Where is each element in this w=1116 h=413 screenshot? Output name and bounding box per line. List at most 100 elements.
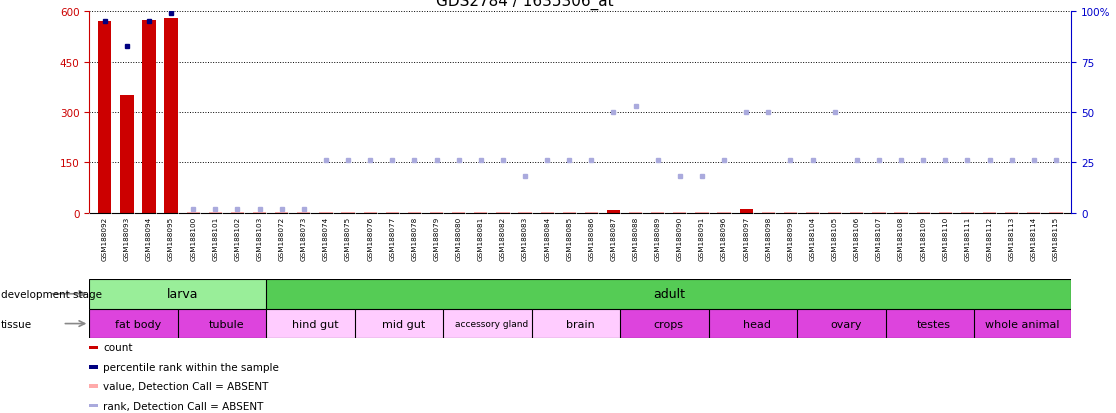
Text: GSM188078: GSM188078 [412, 216, 417, 261]
Text: brain: brain [566, 319, 595, 329]
Text: GSM188112: GSM188112 [987, 216, 992, 261]
Bar [98, 22, 112, 213]
Text: GSM188091: GSM188091 [699, 216, 705, 261]
Text: GSM188101: GSM188101 [212, 216, 219, 261]
Bar [894, 212, 907, 213]
Text: GSM188072: GSM188072 [279, 216, 285, 261]
Text: development stage: development stage [1, 289, 103, 299]
Bar [474, 212, 488, 213]
Text: tissue: tissue [1, 319, 32, 329]
Bar [673, 212, 686, 213]
Text: GDS2784 / 1635306_at: GDS2784 / 1635306_at [435, 0, 614, 10]
Text: GSM188079: GSM188079 [433, 216, 440, 261]
Text: rank, Detection Call = ABSENT: rank, Detection Call = ABSENT [104, 401, 263, 411]
Text: value, Detection Call = ABSENT: value, Detection Call = ABSENT [104, 381, 269, 391]
Bar [783, 212, 797, 213]
Bar [850, 212, 864, 213]
Text: GSM188089: GSM188089 [655, 216, 661, 261]
Bar [531, 309, 629, 339]
Bar [607, 211, 620, 213]
Text: GSM188098: GSM188098 [766, 216, 771, 261]
Text: GSM188086: GSM188086 [588, 216, 595, 261]
Text: GSM188097: GSM188097 [743, 216, 749, 261]
Text: percentile rank within the sample: percentile rank within the sample [104, 362, 279, 372]
Bar [651, 212, 664, 213]
Text: GSM188076: GSM188076 [367, 216, 373, 261]
Bar [364, 212, 377, 213]
Bar [1006, 212, 1018, 213]
Text: GSM188085: GSM188085 [566, 216, 573, 261]
Text: GSM188104: GSM188104 [809, 216, 816, 261]
Bar [121, 96, 134, 213]
Bar [939, 212, 952, 213]
Bar [209, 212, 222, 213]
Text: tubule: tubule [209, 319, 244, 329]
Text: GSM188113: GSM188113 [1009, 216, 1014, 261]
Text: accessory gland: accessory gland [455, 319, 529, 328]
Text: GSM188111: GSM188111 [964, 216, 971, 261]
Bar [231, 212, 244, 213]
Bar [89, 365, 98, 369]
Bar [1027, 212, 1040, 213]
Bar [319, 212, 333, 213]
Bar [177, 309, 275, 339]
Bar [806, 212, 819, 213]
Text: GSM188092: GSM188092 [102, 216, 108, 261]
Text: GSM188103: GSM188103 [257, 216, 262, 261]
Bar [585, 212, 598, 213]
Text: GSM188115: GSM188115 [1052, 216, 1059, 261]
Text: GSM188094: GSM188094 [146, 216, 152, 261]
Bar [89, 404, 98, 407]
Text: GSM188105: GSM188105 [831, 216, 838, 261]
Text: count: count [104, 343, 133, 353]
Bar [961, 212, 974, 213]
Bar [562, 212, 576, 213]
Bar [828, 212, 841, 213]
Text: GSM188109: GSM188109 [921, 216, 926, 261]
Text: GSM188087: GSM188087 [610, 216, 616, 261]
Bar [443, 309, 540, 339]
Text: GSM188082: GSM188082 [500, 216, 506, 261]
Bar [407, 212, 421, 213]
Text: GSM188096: GSM188096 [721, 216, 728, 261]
Bar [267, 309, 364, 339]
Bar [355, 309, 452, 339]
Text: GSM188073: GSM188073 [301, 216, 307, 261]
Text: whole animal: whole animal [985, 319, 1060, 329]
Text: GSM188099: GSM188099 [788, 216, 793, 261]
Bar [718, 212, 731, 213]
Bar [452, 212, 465, 213]
Bar [297, 212, 310, 213]
Text: GSM188107: GSM188107 [876, 216, 882, 261]
Bar [164, 19, 177, 213]
Bar [983, 212, 997, 213]
Bar [497, 212, 510, 213]
Bar [916, 212, 930, 213]
Bar [886, 309, 983, 339]
Bar [89, 309, 186, 339]
Text: testes: testes [917, 319, 951, 329]
Text: GSM188084: GSM188084 [545, 216, 550, 261]
Bar [1049, 212, 1062, 213]
Bar [519, 212, 531, 213]
Text: GSM188110: GSM188110 [942, 216, 949, 261]
Text: GSM188106: GSM188106 [854, 216, 859, 261]
Text: GSM188108: GSM188108 [898, 216, 904, 261]
Bar [143, 21, 155, 213]
Text: fat body: fat body [115, 319, 161, 329]
Bar [386, 212, 398, 213]
Text: hind gut: hind gut [291, 319, 338, 329]
Bar [740, 210, 753, 213]
Bar [341, 212, 355, 213]
Bar [695, 212, 709, 213]
Bar [89, 346, 98, 349]
Text: crops: crops [654, 319, 684, 329]
Bar [253, 212, 267, 213]
Text: GSM188090: GSM188090 [677, 216, 683, 261]
Bar [89, 385, 98, 388]
Bar [89, 279, 275, 309]
Text: GSM188075: GSM188075 [345, 216, 352, 261]
Text: GSM188080: GSM188080 [455, 216, 462, 261]
Text: GSM188095: GSM188095 [169, 216, 174, 261]
Text: GSM188077: GSM188077 [389, 216, 395, 261]
